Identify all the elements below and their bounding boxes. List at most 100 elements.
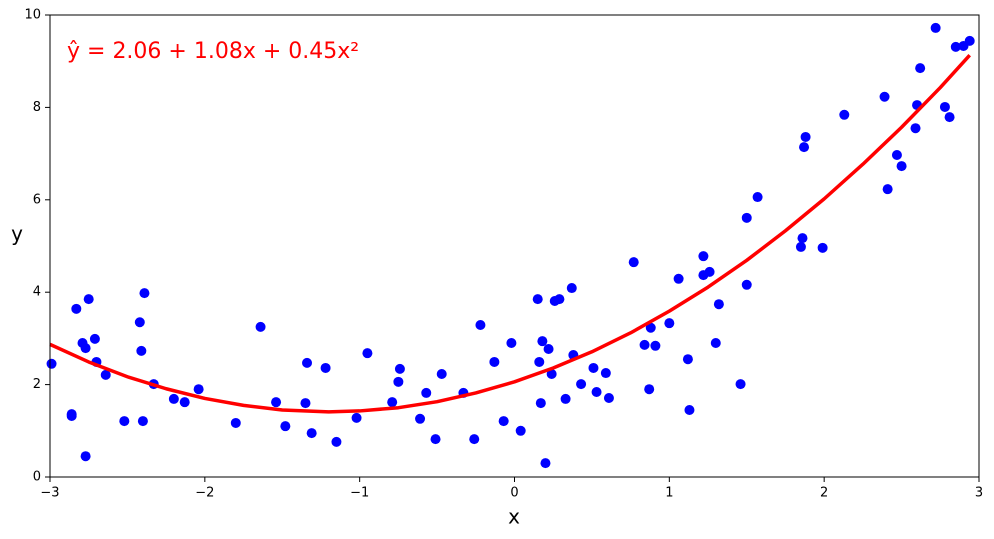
scatter-point: [498, 416, 509, 427]
scatter-point: [394, 363, 405, 374]
scatter-point: [566, 283, 577, 294]
scatter-point: [89, 333, 100, 344]
x-tick-label: 0: [510, 486, 518, 501]
scatter-point: [415, 413, 426, 424]
scatter-point: [46, 358, 57, 369]
scatter-point: [139, 288, 150, 299]
scatter-point: [436, 368, 447, 379]
scatter-point: [430, 434, 441, 445]
scatter-point: [537, 336, 548, 347]
scatter-point: [735, 379, 746, 390]
scatter-point: [910, 123, 921, 134]
scatter-point: [741, 279, 752, 290]
scatter-point: [136, 345, 147, 356]
scatter-point: [879, 91, 890, 102]
scatter-point: [704, 266, 715, 277]
scatter-point: [320, 362, 331, 373]
scatter-point: [682, 354, 693, 365]
scatter-point: [489, 356, 500, 367]
scatter-point: [306, 428, 317, 439]
scatter-point: [664, 318, 675, 329]
scatter-point: [930, 22, 941, 33]
scatter-point: [83, 294, 94, 305]
scatter-point: [645, 322, 656, 333]
fit-curve: [49, 54, 972, 414]
scatter-point: [684, 405, 695, 416]
scatter-point: [964, 35, 975, 46]
scatter-point: [280, 421, 291, 432]
y-tick-label: 4: [33, 285, 41, 300]
scatter-point: [752, 192, 763, 203]
scatter-point: [351, 412, 362, 423]
scatter-point: [560, 393, 571, 404]
scatter-point: [119, 416, 130, 427]
scatter-point: [137, 416, 148, 427]
scatter-point: [302, 357, 313, 368]
scatter-point: [915, 63, 926, 74]
x-tick-label: 1: [665, 486, 673, 501]
y-axis-label: y: [11, 222, 23, 246]
scatter-point: [839, 109, 850, 120]
x-axis-label: x: [508, 505, 520, 529]
x-tick-label: 2: [820, 486, 828, 501]
scatter-point: [475, 320, 486, 331]
scatter-point: [546, 368, 557, 379]
scatter-point: [134, 317, 145, 328]
scatter-point: [532, 294, 543, 305]
scatter-point: [588, 362, 599, 373]
scatter-point: [628, 257, 639, 268]
scatter-point: [230, 417, 241, 428]
scatter-point: [535, 398, 546, 409]
scatter-point: [797, 233, 808, 244]
scatter-point: [799, 142, 810, 153]
scatter-point: [950, 41, 961, 52]
plot-frame: [49, 14, 980, 478]
scatter-point: [650, 340, 661, 351]
scatter-point: [80, 343, 91, 354]
x-tick-label: −3: [40, 486, 59, 501]
equation-annotation: ŷ = 2.06 + 1.08x + 0.45x²: [67, 39, 359, 64]
scatter-point: [179, 397, 190, 408]
y-tick-label: 6: [33, 192, 41, 207]
x-tick-label: −2: [195, 486, 214, 501]
scatter-point: [66, 409, 77, 420]
scatter-point: [713, 299, 724, 310]
scatter-point: [100, 369, 111, 380]
scatter-point: [469, 434, 480, 445]
scatter-point: [554, 294, 565, 305]
x-tick-label: 3: [975, 486, 983, 501]
scatter-point: [271, 397, 282, 408]
scatter-point: [534, 356, 545, 367]
scatter-point: [698, 251, 709, 262]
x-tick-label: −1: [350, 486, 369, 501]
scatter-point: [543, 344, 554, 355]
scatter-point: [193, 384, 204, 395]
scatter-point: [331, 436, 342, 447]
scatter-point: [644, 384, 655, 395]
scatter-point: [168, 393, 179, 404]
scatter-point: [387, 397, 398, 408]
scatter-point: [362, 348, 373, 359]
scatter-point: [506, 338, 517, 349]
scatter-point: [540, 458, 551, 469]
scatter-point: [891, 149, 902, 160]
y-tick-label: 8: [33, 100, 41, 115]
scatter-point: [795, 241, 806, 252]
scatter-point: [515, 425, 526, 436]
scatter-point: [421, 387, 432, 398]
scatter-point: [944, 112, 955, 123]
scatter-point: [896, 161, 907, 172]
scatter-point: [817, 242, 828, 253]
scatter-point: [591, 386, 602, 397]
scatter-point: [71, 303, 82, 314]
scatter-point: [600, 368, 611, 379]
y-tick-label: 2: [33, 377, 41, 392]
y-tick-label: 10: [24, 8, 41, 23]
y-tick-label: 0: [33, 470, 41, 485]
scatter-point: [882, 184, 893, 195]
scatter-point: [393, 376, 404, 387]
scatter-point: [576, 379, 587, 390]
scatter-point: [741, 212, 752, 223]
scatter-point: [255, 321, 266, 332]
